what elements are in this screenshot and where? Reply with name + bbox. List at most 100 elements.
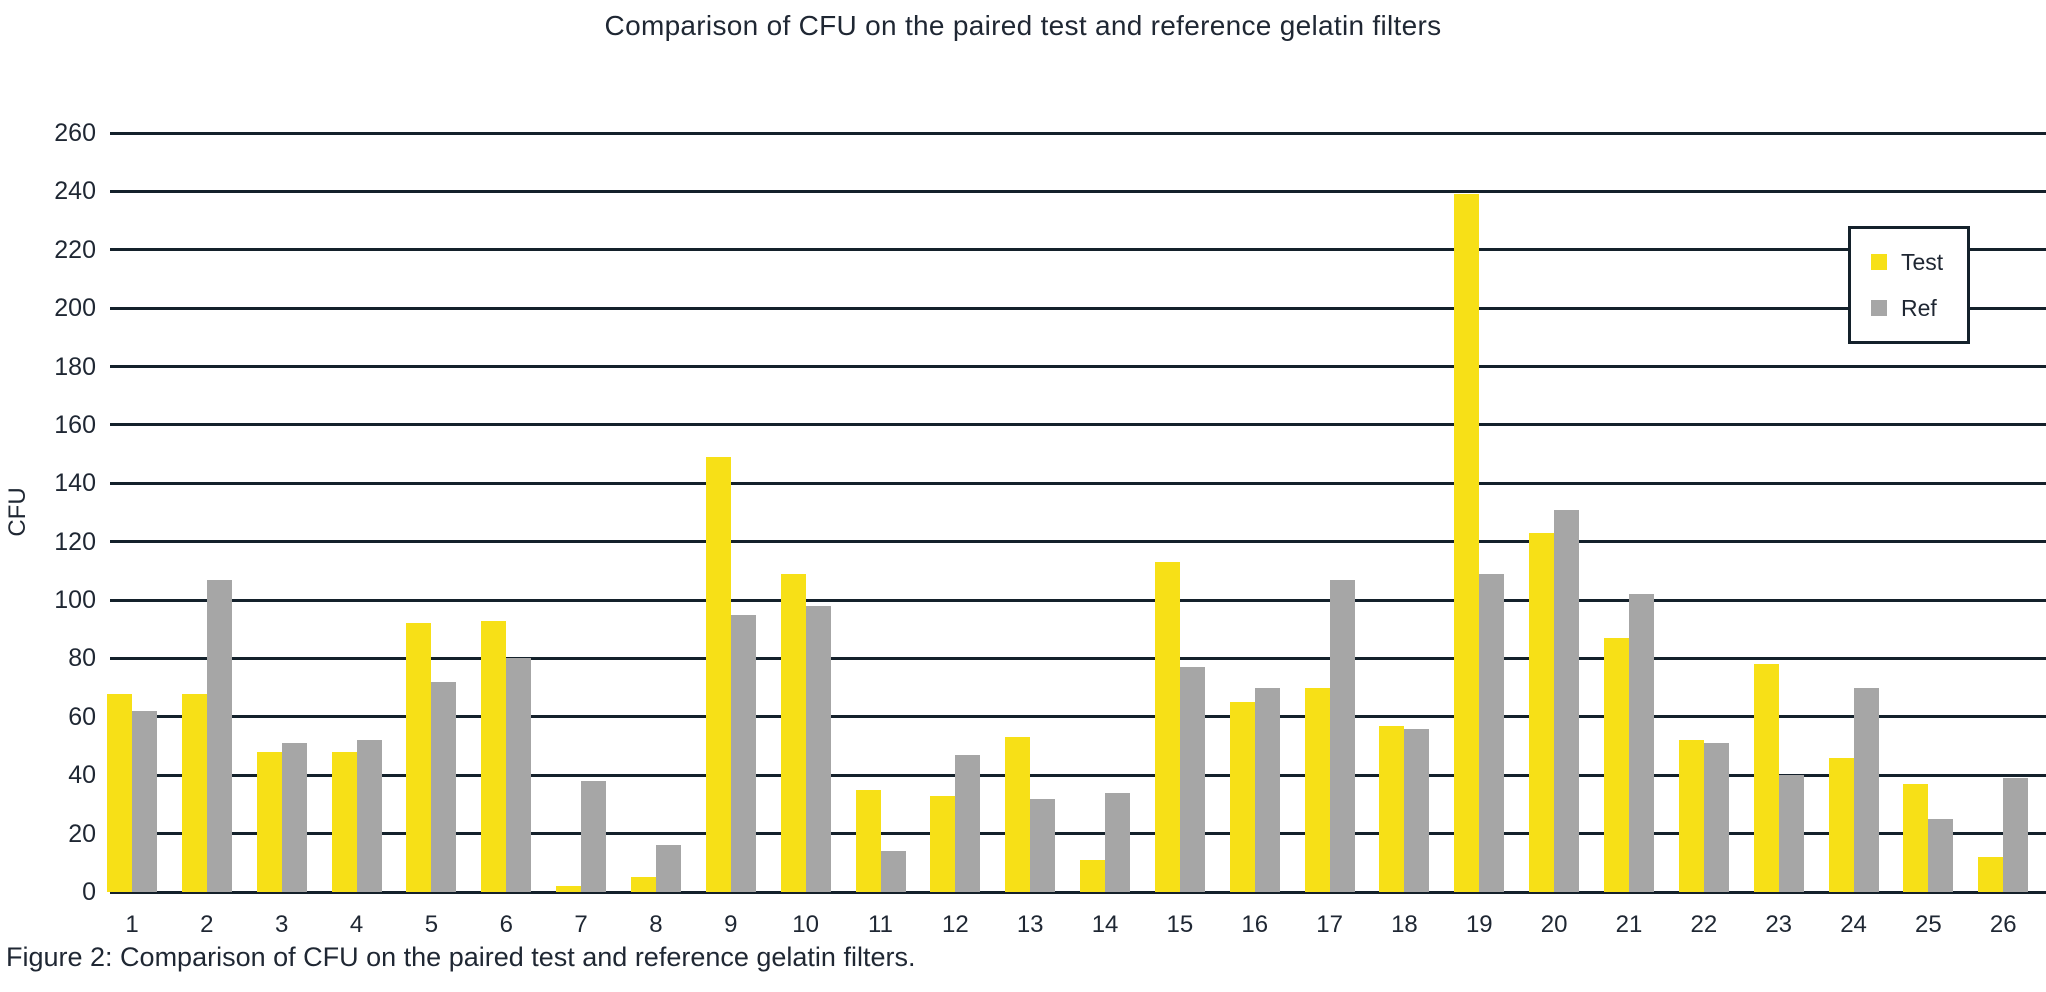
gridline-160 xyxy=(110,423,2046,427)
bar-test-26 xyxy=(1978,856,2004,892)
test-series-swatch xyxy=(1871,254,1887,270)
bar-ref-18 xyxy=(1404,728,1430,892)
bar-test-5 xyxy=(406,623,432,892)
gridline-220 xyxy=(110,248,2046,252)
x-tick-label-8: 8 xyxy=(649,911,663,938)
bar-ref-14 xyxy=(1105,792,1131,892)
gridline-180 xyxy=(110,365,2046,369)
bar-test-10 xyxy=(780,573,806,892)
gridline-100 xyxy=(110,598,2046,602)
x-tick-label-9: 9 xyxy=(724,911,738,938)
bar-test-12 xyxy=(930,795,956,892)
bar-test-19 xyxy=(1454,194,1480,892)
bar-ref-17 xyxy=(1329,579,1355,892)
x-tick-label-16: 16 xyxy=(1241,911,1269,938)
bar-test-20 xyxy=(1529,532,1555,892)
legend: Test Ref xyxy=(1848,226,1970,344)
bar-test-21 xyxy=(1604,638,1629,892)
bar-ref-5 xyxy=(431,681,457,892)
bar-test-25 xyxy=(1903,784,1929,892)
x-tick-label-25: 25 xyxy=(1915,911,1942,938)
x-tick-label-23: 23 xyxy=(1765,911,1793,938)
x-tick-label-7: 7 xyxy=(574,911,588,938)
bar-test-3 xyxy=(256,751,282,892)
bar-ref-15 xyxy=(1179,667,1205,892)
gridline-140 xyxy=(110,481,2046,485)
bar-ref-8 xyxy=(655,845,681,892)
x-tick-label-4: 4 xyxy=(349,911,364,938)
y-tick-label-160: 160 xyxy=(54,410,96,439)
bar-test-15 xyxy=(1154,562,1180,892)
bar-ref-22 xyxy=(1703,743,1729,892)
legend-item-test: Test xyxy=(1871,249,1967,276)
bar-ref-21 xyxy=(1629,594,1654,892)
bar-ref-23 xyxy=(1778,775,1804,892)
x-tick-label-11: 11 xyxy=(868,911,893,938)
bar-test-22 xyxy=(1678,740,1704,892)
bar-test-7 xyxy=(556,886,582,892)
bar-ref-26 xyxy=(2003,778,2029,892)
gridline-240 xyxy=(110,189,2046,193)
bar-test-9 xyxy=(705,457,731,892)
x-tick-label-24: 24 xyxy=(1840,911,1867,938)
y-tick-label-200: 200 xyxy=(54,294,96,323)
bar-test-13 xyxy=(1005,737,1031,892)
gridline-60 xyxy=(110,715,2046,719)
y-tick-label-220: 220 xyxy=(54,235,96,264)
y-tick-label-180: 180 xyxy=(54,352,96,381)
x-tick-label-5: 5 xyxy=(424,911,439,938)
bar-ref-13 xyxy=(1030,798,1056,892)
gridline-200 xyxy=(110,306,2046,310)
x-tick-label-18: 18 xyxy=(1391,911,1418,938)
bar-ref-1 xyxy=(132,711,157,892)
bar-test-14 xyxy=(1080,859,1106,892)
bar-ref-24 xyxy=(1853,687,1879,892)
x-tick-label-22: 22 xyxy=(1690,911,1718,938)
y-tick-label-20: 20 xyxy=(68,819,96,848)
gridline-40 xyxy=(110,773,2046,777)
bar-test-16 xyxy=(1229,702,1255,892)
legend-label-test: Test xyxy=(1901,248,1944,275)
x-tick-label-19: 19 xyxy=(1465,911,1493,938)
x-tick-label-1: 1 xyxy=(125,911,139,938)
y-tick-label-260: 260 xyxy=(54,119,96,147)
bar-ref-10 xyxy=(805,605,831,892)
bar-ref-2 xyxy=(206,579,232,892)
gridline-0 xyxy=(110,890,2046,894)
bar-test-17 xyxy=(1304,687,1330,892)
bar-test-8 xyxy=(630,877,656,892)
gridline-20 xyxy=(110,832,2046,836)
bar-ref-20 xyxy=(1554,509,1580,892)
y-tick-label-140: 140 xyxy=(54,469,96,498)
x-tick-label-14: 14 xyxy=(1091,911,1119,938)
bar-test-2 xyxy=(181,693,207,892)
legend-item-ref: Ref xyxy=(1871,295,1967,322)
bar-ref-11 xyxy=(880,851,906,892)
bar-ref-16 xyxy=(1254,687,1280,892)
figure-caption: Figure 2: Comparison of CFU on the paire… xyxy=(6,942,916,972)
bar-test-18 xyxy=(1379,725,1405,892)
y-tick-label-100: 100 xyxy=(54,586,96,615)
x-tick-label-20: 20 xyxy=(1540,911,1568,938)
gridline-80 xyxy=(110,656,2046,660)
bar-ref-7 xyxy=(581,781,607,892)
y-tick-label-240: 240 xyxy=(54,177,96,206)
bar-ref-4 xyxy=(356,740,382,892)
y-tick-label-0: 0 xyxy=(82,878,96,906)
x-tick-label-2: 2 xyxy=(200,911,214,938)
y-tick-label-80: 80 xyxy=(68,644,96,673)
x-tick-label-13: 13 xyxy=(1016,911,1044,938)
y-tick-label-120: 120 xyxy=(54,527,96,556)
bar-ref-25 xyxy=(1928,819,1954,892)
bar-test-11 xyxy=(855,789,881,892)
x-tick-label-3: 3 xyxy=(275,911,289,938)
bar-ref-3 xyxy=(281,743,307,892)
y-tick-label-40: 40 xyxy=(68,761,96,790)
x-tick-label-26: 26 xyxy=(1989,911,2017,938)
x-tick-label-21: 21 xyxy=(1615,911,1643,938)
bar-ref-9 xyxy=(730,614,756,892)
chart-title: Comparison of CFU on the paired test and… xyxy=(604,10,1442,41)
gridline-120 xyxy=(110,540,2046,544)
ref-series-swatch xyxy=(1871,300,1887,316)
